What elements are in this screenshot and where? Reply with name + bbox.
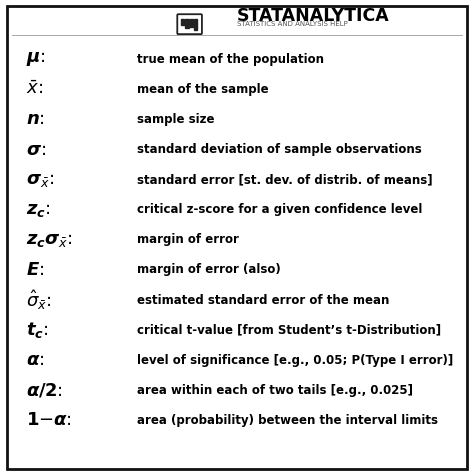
Text: $\boldsymbol{z}_{\boldsymbol{c}}\boldsymbol{\sigma}_{\boldsymbol{\bar{x}}}$:: $\boldsymbol{z}_{\boldsymbol{c}}\boldsym… [26,231,73,249]
Text: $\boldsymbol{n}$:: $\boldsymbol{n}$: [26,110,45,128]
Text: area (probability) between the interval limits: area (probability) between the interval … [137,414,438,427]
Text: mean of the sample: mean of the sample [137,83,269,96]
Text: sample size: sample size [137,113,215,126]
Text: $\boldsymbol{\alpha/2}$:: $\boldsymbol{\alpha/2}$: [26,382,63,399]
Text: $\mathbf{1}{-}\boldsymbol{\alpha}$:: $\mathbf{1}{-}\boldsymbol{\alpha}$: [26,411,72,429]
Text: $\boldsymbol{\alpha}$:: $\boldsymbol{\alpha}$: [26,351,45,369]
Text: $\boldsymbol{\bar{x}}$:: $\boldsymbol{\bar{x}}$: [26,81,43,98]
Text: $\boldsymbol{z}_{\boldsymbol{c}}$:: $\boldsymbol{z}_{\boldsymbol{c}}$: [26,201,51,219]
Text: critical z-score for a given confidence level: critical z-score for a given confidence … [137,203,423,216]
Bar [185,19,189,28]
Text: true mean of the population: true mean of the population [137,53,325,66]
Text: STATANALYTICA: STATANALYTICA [237,7,390,25]
Bar [194,19,197,30]
Text: critical t-value [from Student’s t-Distribution]: critical t-value [from Student’s t-Distr… [137,324,442,337]
Bar [181,19,184,25]
Bar [190,19,193,27]
Text: margin of error: margin of error [137,233,239,246]
Text: $\boldsymbol{\sigma}_{\boldsymbol{\bar{x}}}$:: $\boldsymbol{\sigma}_{\boldsymbol{\bar{x… [26,171,54,189]
Text: standard deviation of sample observations: standard deviation of sample observation… [137,143,422,156]
Text: standard error [st. dev. of distrib. of means]: standard error [st. dev. of distrib. of … [137,173,433,186]
FancyBboxPatch shape [177,14,202,34]
FancyBboxPatch shape [7,6,467,469]
Text: $\boldsymbol{t}_{\boldsymbol{c}}$:: $\boldsymbol{t}_{\boldsymbol{c}}$: [26,320,49,340]
Text: STATISTICS AND ANALYSIS HELP: STATISTICS AND ANALYSIS HELP [237,21,348,27]
Text: $\boldsymbol{E}$:: $\boldsymbol{E}$: [26,261,45,279]
Text: level of significance [e.g., 0.05; P(Type I error)]: level of significance [e.g., 0.05; P(Typ… [137,354,454,367]
Text: area within each of two tails [e.g., 0.025]: area within each of two tails [e.g., 0.0… [137,384,413,397]
Text: $\boldsymbol{\sigma}$:: $\boldsymbol{\sigma}$: [26,141,46,158]
Text: margin of error (also): margin of error (also) [137,264,281,276]
Text: $\boldsymbol{\mu}$:: $\boldsymbol{\mu}$: [26,50,46,68]
Text: estimated standard error of the mean: estimated standard error of the mean [137,293,390,307]
Text: $\boldsymbol{\hat{\sigma}}_{\boldsymbol{\bar{x}}}$:: $\boldsymbol{\hat{\sigma}}_{\boldsymbol{… [26,288,52,312]
